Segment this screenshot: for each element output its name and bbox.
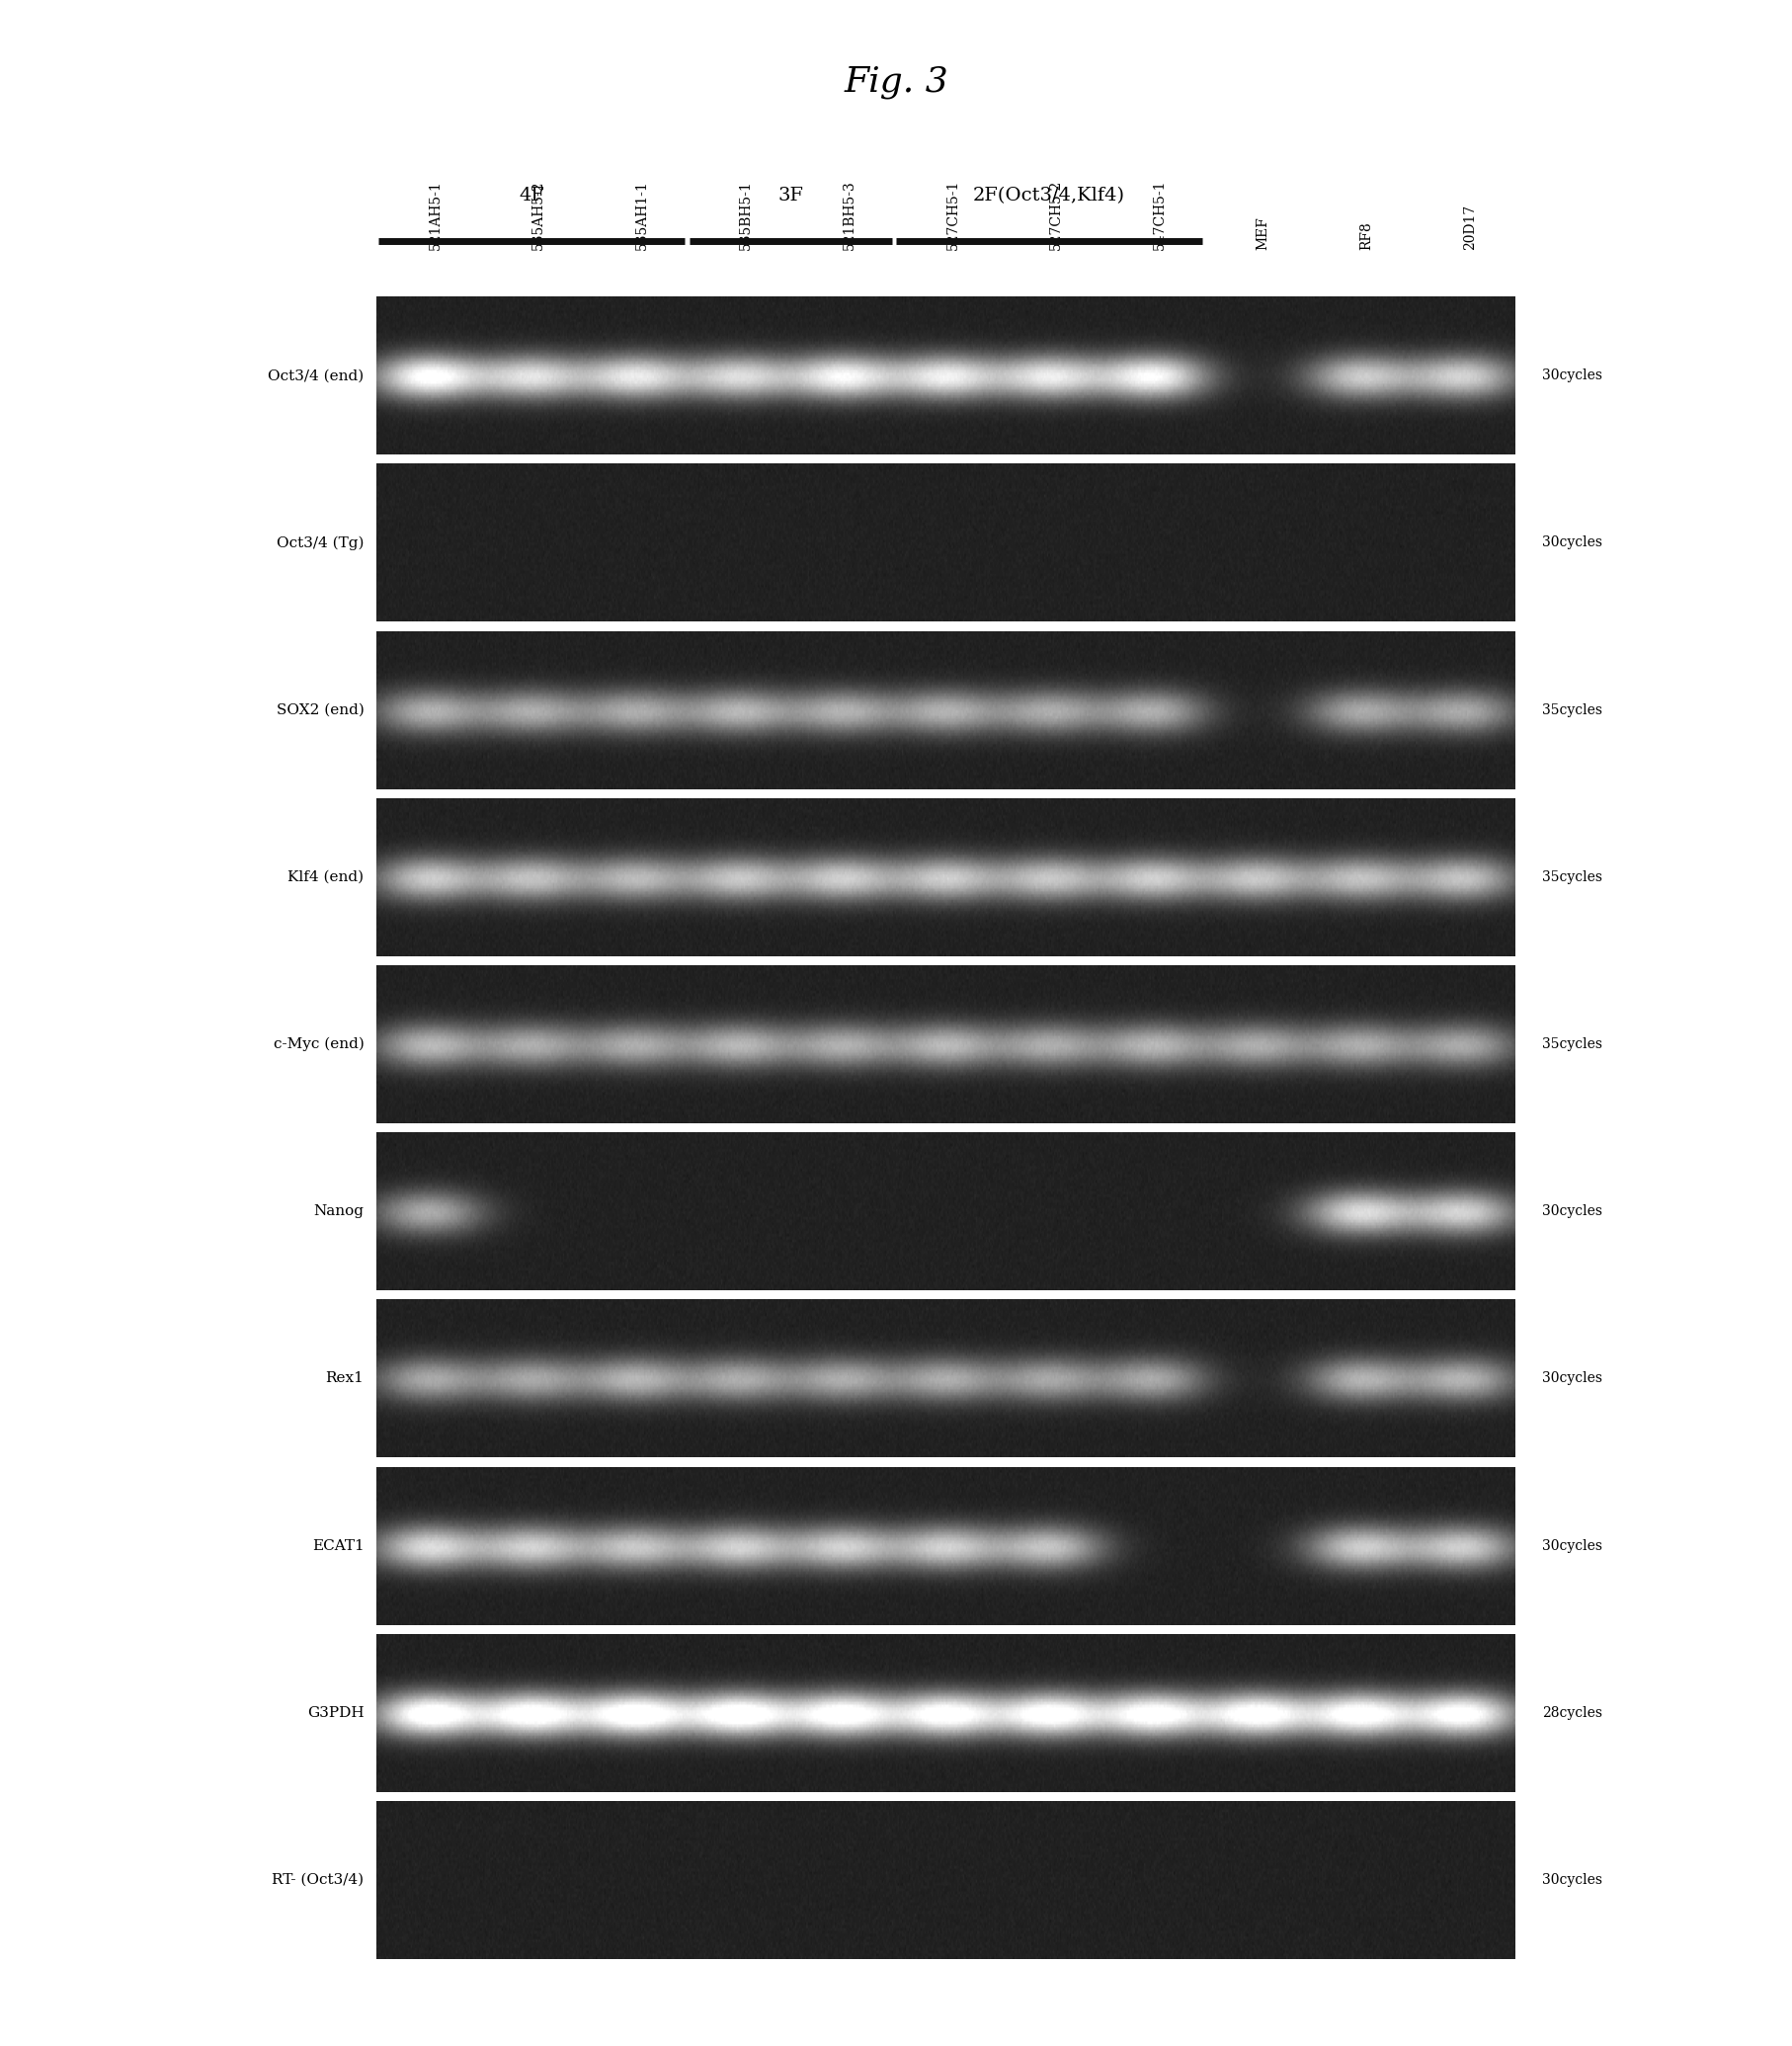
Text: 35cycles: 35cycles (1541, 704, 1602, 716)
Text: SOX2 (end): SOX2 (end) (276, 704, 364, 716)
Text: Rex1: Rex1 (326, 1371, 364, 1385)
Text: Nanog: Nanog (314, 1205, 364, 1217)
Text: RF8: RF8 (1358, 221, 1373, 250)
Text: 521BH5-3: 521BH5-3 (842, 180, 855, 250)
Text: 30cycles: 30cycles (1541, 1205, 1602, 1217)
Bar (376, 1794, 1514, 1800)
Text: G3PDH: G3PDH (306, 1706, 364, 1721)
Text: 527CH5-1: 527CH5-1 (946, 180, 959, 250)
Bar (376, 1125, 1514, 1133)
Text: ECAT1: ECAT1 (312, 1539, 364, 1553)
Text: 2F(Oct3/4,Klf4): 2F(Oct3/4,Klf4) (973, 186, 1125, 205)
Bar (376, 288, 1514, 297)
Text: 35cycles: 35cycles (1541, 1037, 1602, 1052)
Text: 535BH5-1: 535BH5-1 (738, 180, 753, 250)
Bar (376, 790, 1514, 798)
Text: 535AH5-2: 535AH5-2 (532, 180, 545, 250)
Text: MEF: MEF (1256, 217, 1269, 250)
Text: 521AH5-1: 521AH5-1 (428, 180, 443, 250)
Text: RT- (Oct3/4): RT- (Oct3/4) (272, 1874, 364, 1886)
Text: c-Myc (end): c-Myc (end) (272, 1037, 364, 1052)
Bar (376, 1627, 1514, 1635)
Text: 20D17: 20D17 (1462, 205, 1477, 250)
Text: Oct3/4 (Tg): Oct3/4 (Tg) (276, 536, 364, 550)
Text: 30cycles: 30cycles (1541, 1874, 1602, 1886)
Text: 30cycles: 30cycles (1541, 1539, 1602, 1553)
Text: Fig. 3: Fig. 3 (844, 65, 948, 98)
Bar (376, 1459, 1514, 1467)
Text: Oct3/4 (end): Oct3/4 (end) (267, 368, 364, 383)
Bar (376, 456, 1514, 464)
Text: 535AH1-1: 535AH1-1 (634, 180, 649, 250)
Text: 30cycles: 30cycles (1541, 368, 1602, 383)
Text: 35cycles: 35cycles (1541, 870, 1602, 884)
Text: 30cycles: 30cycles (1541, 1371, 1602, 1385)
Bar (376, 624, 1514, 630)
Text: 4F: 4F (518, 186, 545, 205)
Text: 527CH5-2: 527CH5-2 (1048, 180, 1063, 250)
Bar (376, 1293, 1514, 1299)
Text: 28cycles: 28cycles (1541, 1706, 1602, 1721)
Text: 547CH5-1: 547CH5-1 (1152, 178, 1167, 250)
Bar (376, 958, 1514, 966)
Text: 3F: 3F (778, 186, 803, 205)
Text: 30cycles: 30cycles (1541, 536, 1602, 550)
Text: Klf4 (end): Klf4 (end) (289, 870, 364, 884)
